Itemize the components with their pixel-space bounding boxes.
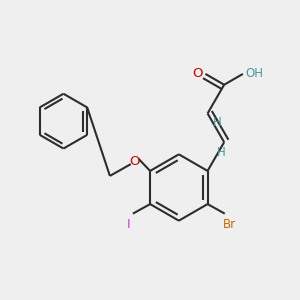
Text: O: O — [192, 67, 202, 80]
Text: H: H — [213, 116, 222, 129]
Text: OH: OH — [245, 68, 263, 80]
Text: O: O — [129, 155, 140, 168]
Text: Br: Br — [223, 218, 236, 231]
Text: H: H — [217, 146, 226, 159]
Text: I: I — [127, 218, 130, 231]
